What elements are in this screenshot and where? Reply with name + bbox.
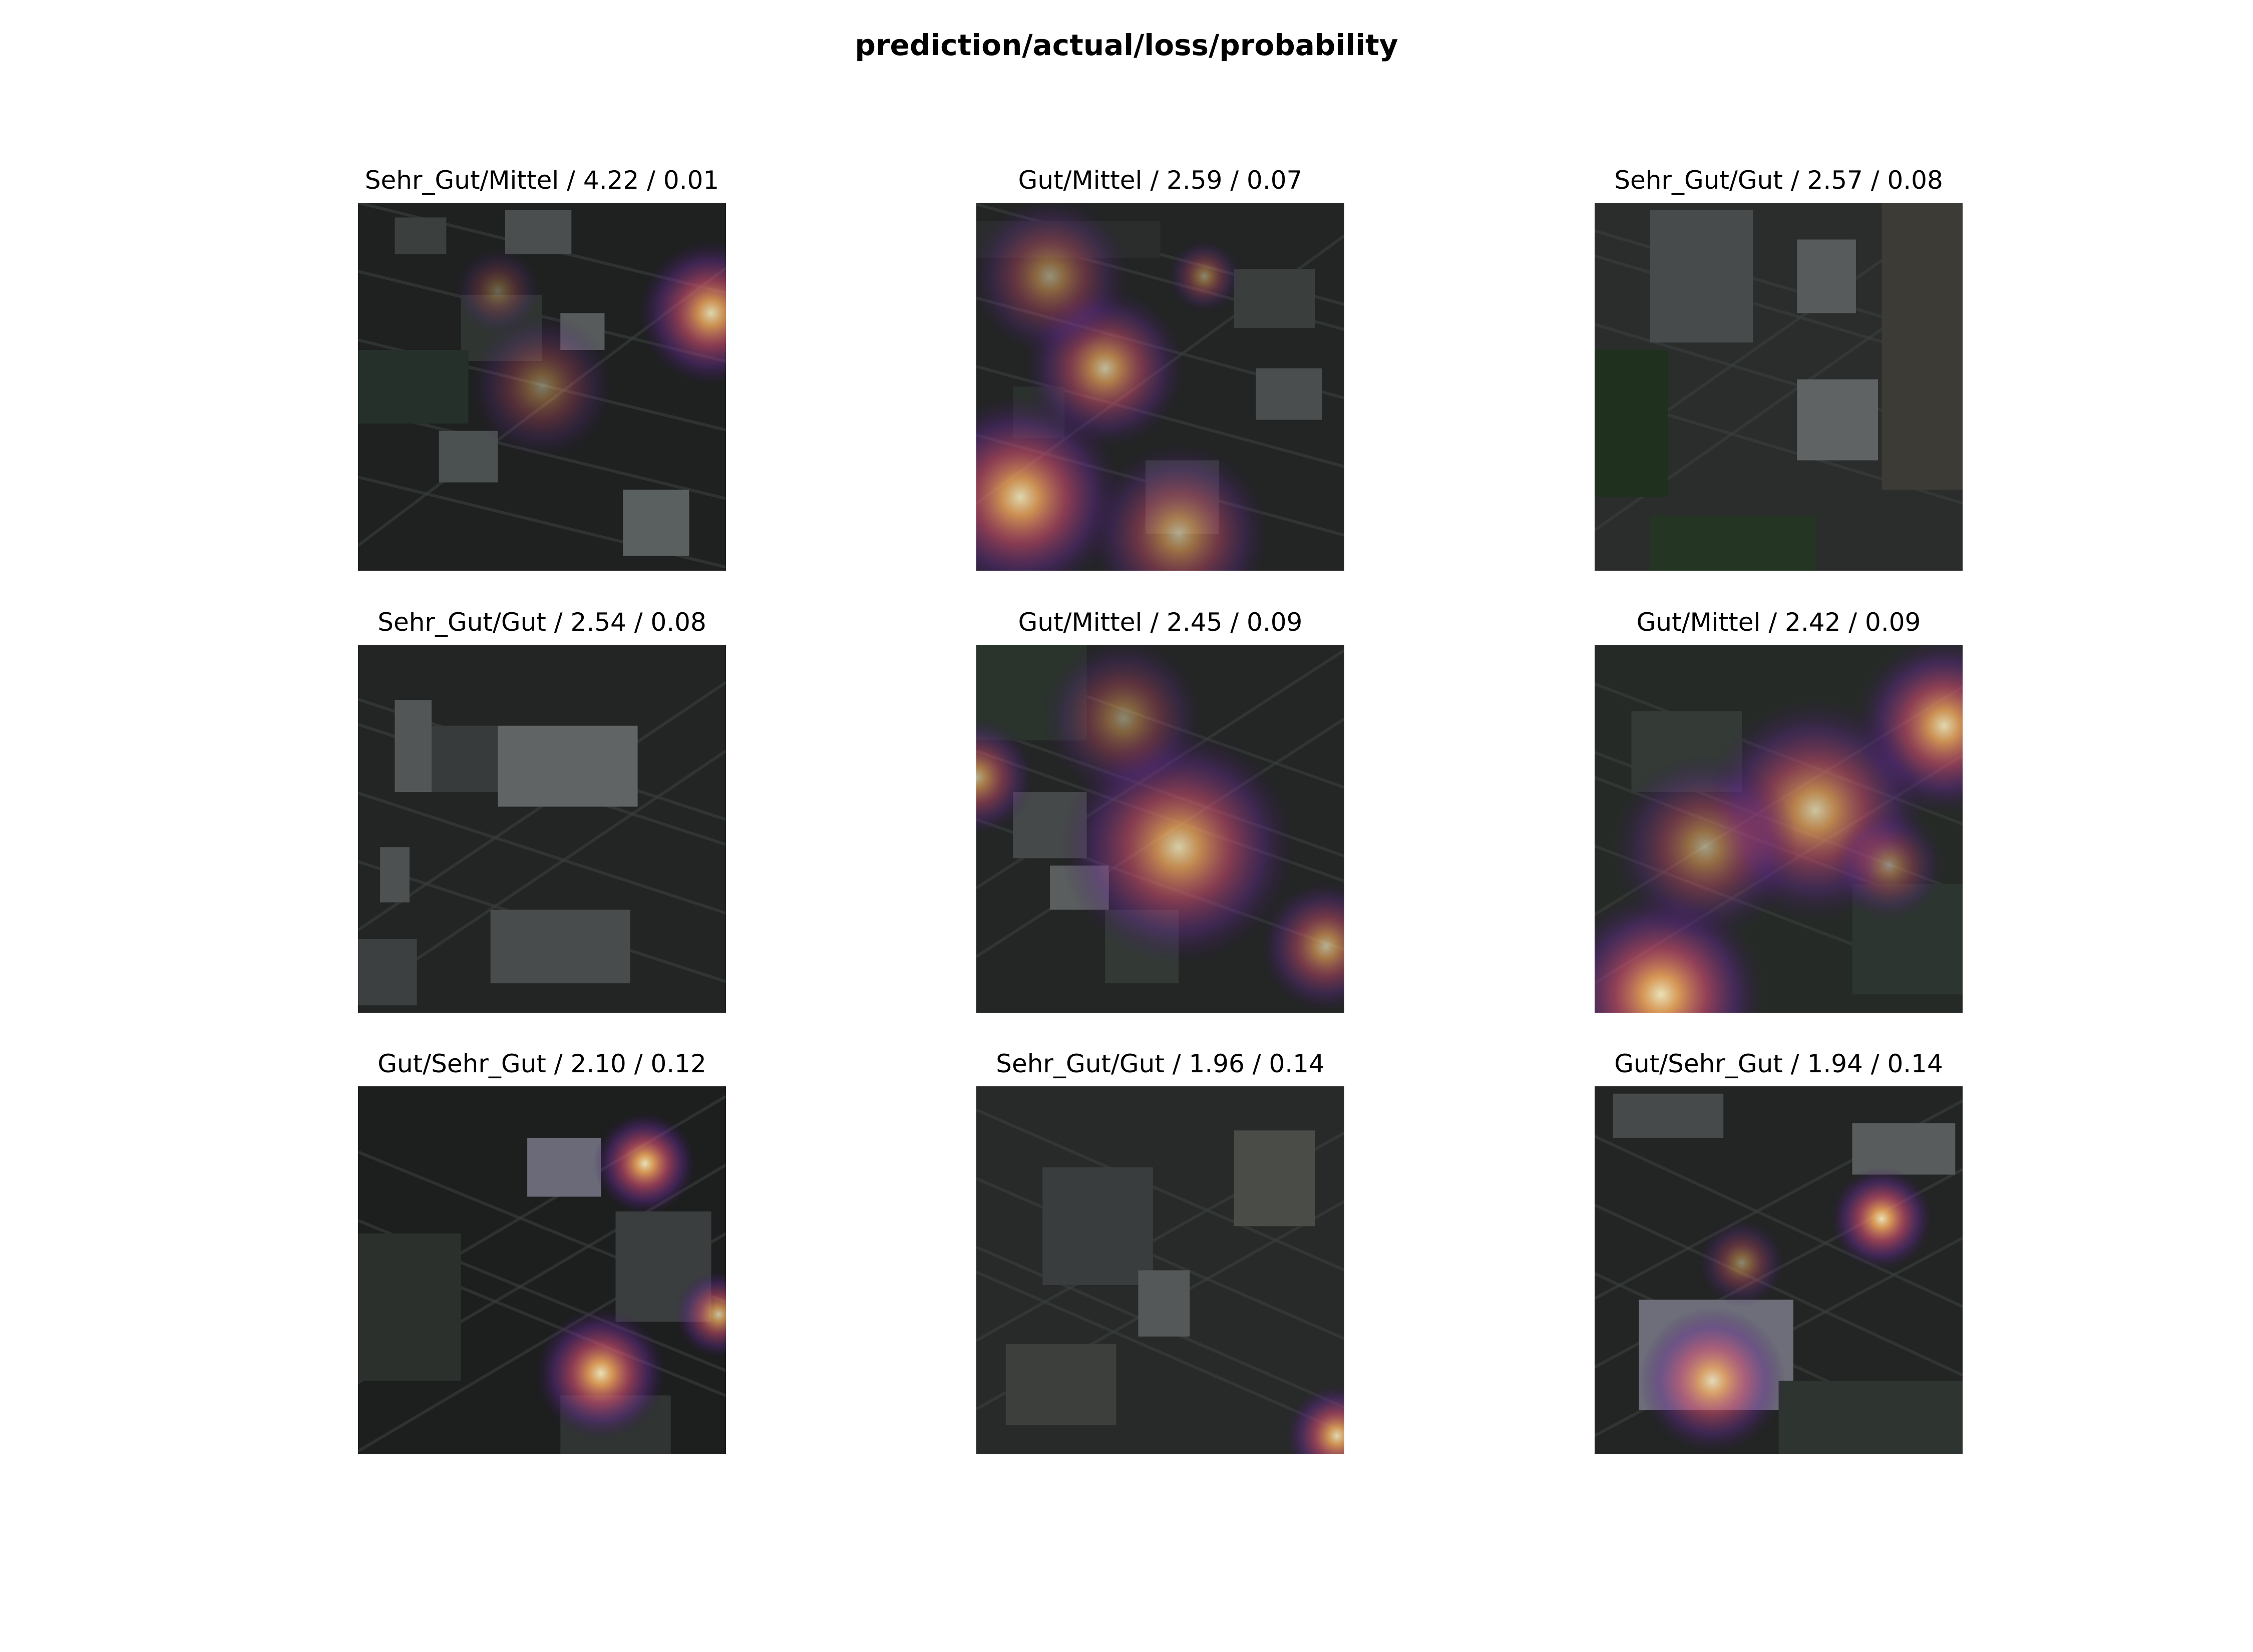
building-block — [1234, 269, 1315, 328]
building-block — [527, 1137, 601, 1197]
satellite-heatmap-image — [976, 203, 1344, 571]
street-line — [1595, 1203, 1963, 1377]
heatmap-blob — [1086, 442, 1271, 571]
street-line — [976, 1177, 1344, 1340]
panel-caption: Gut/Sehr_Gut / 1.94 / 0.14 — [1614, 1049, 1943, 1078]
panel-7: Gut/Sehr_Gut / 2.10 / 0.12 — [358, 1046, 726, 1454]
panel-3: Sehr_Gut/Gut / 2.57 / 0.08 — [1595, 163, 1963, 571]
image-canvas — [358, 645, 726, 1013]
heatmap-blob — [1259, 880, 1344, 1013]
street-line — [976, 1271, 1344, 1434]
building-block — [1778, 1381, 1963, 1454]
building-block — [1797, 379, 1878, 461]
heatmap-blob — [976, 203, 1131, 357]
panel-6: Gut/Mittel / 2.42 / 0.09 — [1595, 605, 1963, 1013]
heatmap-blob — [1613, 755, 1797, 939]
building-block — [432, 725, 498, 792]
building-block — [505, 210, 572, 254]
image-canvas — [976, 645, 1344, 1013]
panel-caption: Gut/Mittel / 2.59 / 0.07 — [1018, 166, 1303, 195]
satellite-heatmap-image — [976, 1086, 1344, 1454]
heatmap-blob — [1168, 239, 1242, 313]
panel-caption: Gut/Mittel / 2.45 / 0.09 — [1018, 608, 1303, 637]
building-block — [358, 1233, 461, 1381]
image-canvas — [1595, 645, 1963, 1013]
satellite-heatmap-image — [1595, 1086, 1963, 1454]
image-canvas — [976, 1086, 1344, 1454]
building-block — [1595, 350, 1668, 497]
street-line — [358, 791, 726, 915]
heatmap-blob — [534, 1307, 667, 1440]
panel-caption: Sehr_Gut/Mittel / 4.22 / 0.01 — [364, 166, 719, 195]
building-block — [439, 431, 498, 483]
heatmap-blob — [976, 718, 1035, 837]
satellite-heatmap-image — [976, 645, 1344, 1013]
building-block — [1005, 1344, 1116, 1425]
building-block — [1613, 1093, 1724, 1138]
heatmap-blob — [637, 239, 726, 387]
panel-4: Sehr_Gut/Gut / 2.54 / 0.08 — [358, 605, 726, 1013]
panel-caption: Sehr_Gut/Gut / 1.96 / 0.14 — [996, 1049, 1325, 1078]
building-block — [1650, 210, 1753, 343]
building-block — [395, 700, 432, 792]
building-block — [395, 217, 447, 254]
building-block — [358, 939, 417, 1006]
image-canvas — [1595, 203, 1963, 571]
panel-1: Sehr_Gut/Mittel / 4.22 / 0.01 — [358, 163, 726, 571]
heatmap-blob — [1042, 645, 1205, 799]
panel-caption: Sehr_Gut/Gut / 2.57 / 0.08 — [1614, 166, 1943, 195]
heatmap-blob — [454, 247, 542, 335]
image-canvas — [1595, 1086, 1963, 1454]
panel-2: Gut/Mittel / 2.59 / 0.07 — [976, 163, 1344, 571]
image-canvas — [358, 203, 726, 571]
satellite-heatmap-image — [358, 203, 726, 571]
panel-caption: Gut/Mittel / 2.42 / 0.09 — [1636, 608, 1921, 637]
building-block — [623, 490, 689, 556]
panel-5: Gut/Mittel / 2.45 / 0.09 — [976, 605, 1344, 1013]
building-block — [1882, 203, 1963, 490]
satellite-heatmap-image — [358, 1086, 726, 1454]
building-block — [1138, 1270, 1190, 1337]
building-block — [1797, 239, 1856, 313]
heatmap-blob — [468, 313, 616, 461]
satellite-heatmap-image — [358, 645, 726, 1013]
image-canvas — [976, 203, 1344, 571]
street-line — [976, 1108, 1344, 1272]
heatmap-blob — [1833, 810, 1945, 921]
heatmap-blob — [674, 1270, 726, 1359]
heatmap-blob — [1285, 1384, 1344, 1454]
image-canvas — [358, 1086, 726, 1454]
building-block — [490, 910, 630, 984]
building-block — [358, 350, 469, 424]
satellite-heatmap-image — [1595, 203, 1963, 571]
panel-9: Gut/Sehr_Gut / 1.94 / 0.14 — [1595, 1046, 1963, 1454]
building-block — [498, 725, 638, 807]
satellite-heatmap-image — [1595, 645, 1963, 1013]
building-block — [1234, 1130, 1315, 1226]
heatmap-blob — [1830, 1167, 1934, 1271]
heatmap-blob — [1697, 1218, 1786, 1307]
heatmap-blob — [1639, 1307, 1786, 1454]
building-block — [1852, 1123, 1956, 1175]
figure-title: prediction/actual/loss/probability — [855, 28, 1398, 62]
building-block — [1650, 515, 1815, 571]
building-block — [380, 847, 410, 903]
building-block — [1042, 1167, 1153, 1285]
building-block — [1256, 368, 1322, 420]
street-line — [358, 749, 726, 1000]
panel-8: Sehr_Gut/Gut / 1.96 / 0.14 — [976, 1046, 1344, 1454]
panel-caption: Gut/Sehr_Gut / 2.10 / 0.12 — [378, 1049, 706, 1078]
panel-caption: Sehr_Gut/Gut / 2.54 / 0.08 — [378, 608, 706, 637]
heatmap-blob — [593, 1112, 697, 1215]
street-line — [1595, 1135, 1963, 1308]
